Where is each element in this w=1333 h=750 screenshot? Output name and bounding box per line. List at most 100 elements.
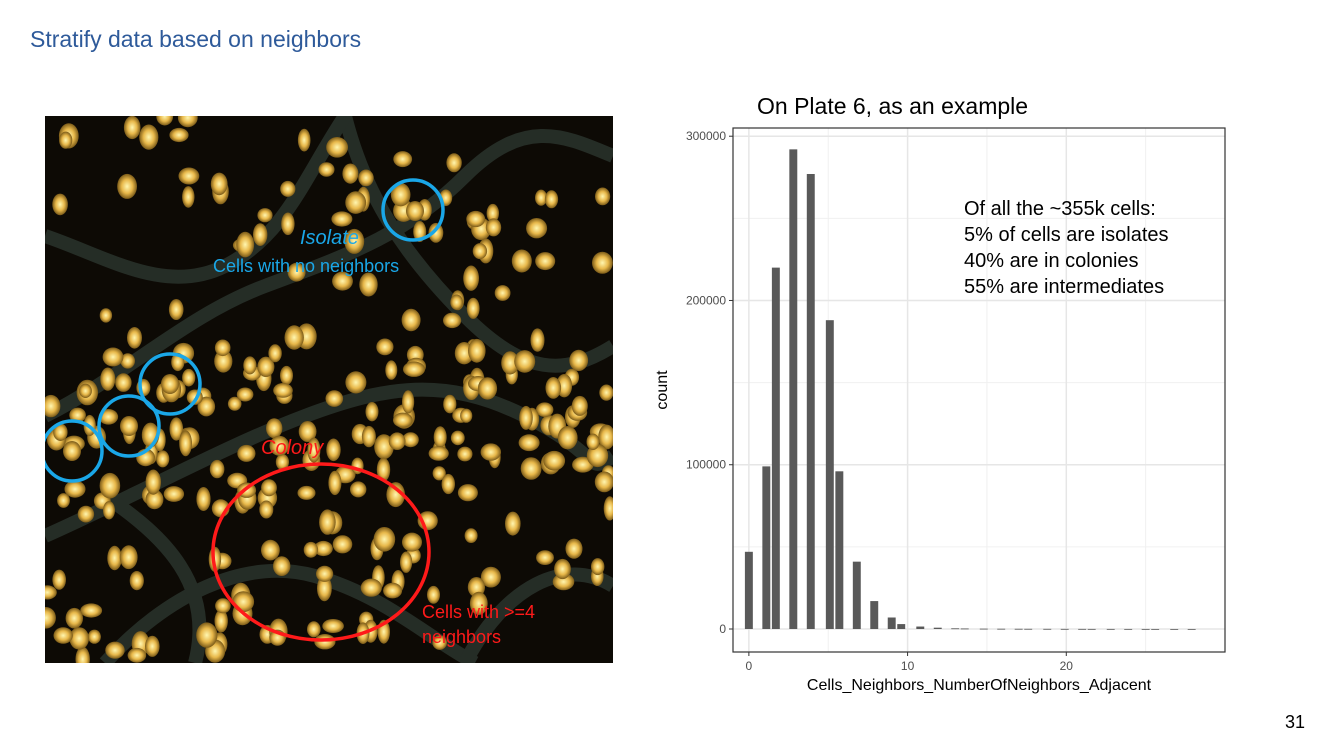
cell — [373, 527, 396, 552]
cell — [592, 251, 613, 274]
cell — [464, 528, 478, 543]
cell — [261, 479, 277, 497]
cell — [169, 417, 184, 441]
cell — [344, 228, 365, 254]
cell — [386, 482, 406, 508]
cell — [480, 566, 501, 588]
histogram-bar — [1078, 628, 1087, 630]
cell — [280, 365, 293, 385]
cell — [544, 190, 559, 209]
cell — [345, 371, 367, 394]
cell — [107, 545, 122, 571]
cell — [77, 505, 95, 523]
cell — [530, 328, 545, 352]
cell — [273, 383, 293, 398]
cell — [232, 591, 255, 613]
cell — [514, 350, 536, 373]
histogram-bar — [762, 466, 771, 629]
cell — [99, 308, 113, 323]
histogram-bar — [771, 267, 780, 629]
cell — [543, 450, 566, 471]
cell — [518, 434, 540, 452]
cell — [520, 457, 542, 480]
histogram-bar — [979, 628, 988, 630]
cell — [45, 585, 57, 600]
histogram-bar — [870, 601, 879, 629]
cell — [123, 116, 141, 140]
cell — [501, 351, 519, 375]
annotation-line: 5% of cells are isolates — [964, 224, 1169, 246]
cell — [257, 208, 273, 223]
cell — [486, 203, 499, 223]
histogram-bar — [933, 627, 942, 629]
cell — [401, 308, 421, 332]
cell-strand — [45, 116, 351, 284]
cell — [80, 603, 103, 618]
cell — [318, 162, 335, 177]
cell — [177, 116, 198, 128]
x-tick-label: 10 — [901, 659, 915, 673]
cell — [591, 558, 605, 576]
cell — [214, 609, 228, 633]
microscopy-image — [45, 116, 613, 663]
cell — [603, 496, 613, 521]
cell — [328, 470, 342, 496]
cell — [446, 153, 462, 173]
cell — [99, 472, 121, 499]
cell — [554, 558, 571, 580]
cell — [466, 297, 480, 319]
cell — [261, 539, 280, 561]
cell — [365, 402, 379, 422]
isolate-caption: Cells with no neighbors — [213, 256, 400, 276]
cell — [214, 349, 233, 373]
cell — [388, 432, 406, 451]
cell — [460, 408, 473, 423]
slide-title: Stratify data based on neighbors — [30, 26, 362, 52]
cell — [385, 360, 398, 380]
isolate-ring — [97, 394, 161, 458]
cell — [469, 591, 488, 615]
cell — [480, 443, 501, 461]
cell — [427, 585, 440, 604]
cell — [52, 569, 66, 590]
cell — [53, 423, 68, 442]
cell — [505, 511, 521, 536]
x-tick-label: 0 — [746, 659, 753, 673]
cell — [182, 368, 196, 387]
cell — [297, 485, 316, 500]
isolate-label: Isolate — [300, 227, 359, 249]
cell — [314, 634, 336, 650]
cell — [586, 433, 600, 450]
cell — [53, 627, 73, 644]
cell — [236, 231, 255, 258]
cell — [236, 387, 254, 402]
cell — [441, 473, 455, 495]
cell — [402, 432, 419, 448]
cell — [214, 339, 231, 357]
cell — [322, 619, 344, 633]
isolated-cell — [406, 201, 424, 221]
cell — [598, 424, 613, 450]
isolated-cell — [63, 441, 81, 461]
cell — [127, 327, 142, 349]
cell — [450, 430, 465, 446]
cell — [156, 116, 174, 126]
histogram-bar — [789, 149, 798, 629]
cell — [331, 211, 353, 227]
histogram-bar — [835, 471, 844, 629]
cell — [243, 356, 257, 375]
cell — [594, 471, 613, 493]
page-number: 31 — [1284, 712, 1305, 732]
cell — [179, 430, 193, 457]
cell — [428, 446, 449, 461]
cell — [390, 183, 411, 207]
cell — [463, 265, 479, 291]
cell — [402, 390, 415, 414]
cell — [360, 578, 382, 597]
histogram-bar — [1043, 628, 1052, 630]
annotation-line: Of all the ~355k cells: — [964, 198, 1156, 220]
cell — [281, 212, 295, 236]
cell — [129, 571, 144, 591]
colony-label: Colony — [261, 437, 324, 459]
cell — [402, 532, 422, 552]
